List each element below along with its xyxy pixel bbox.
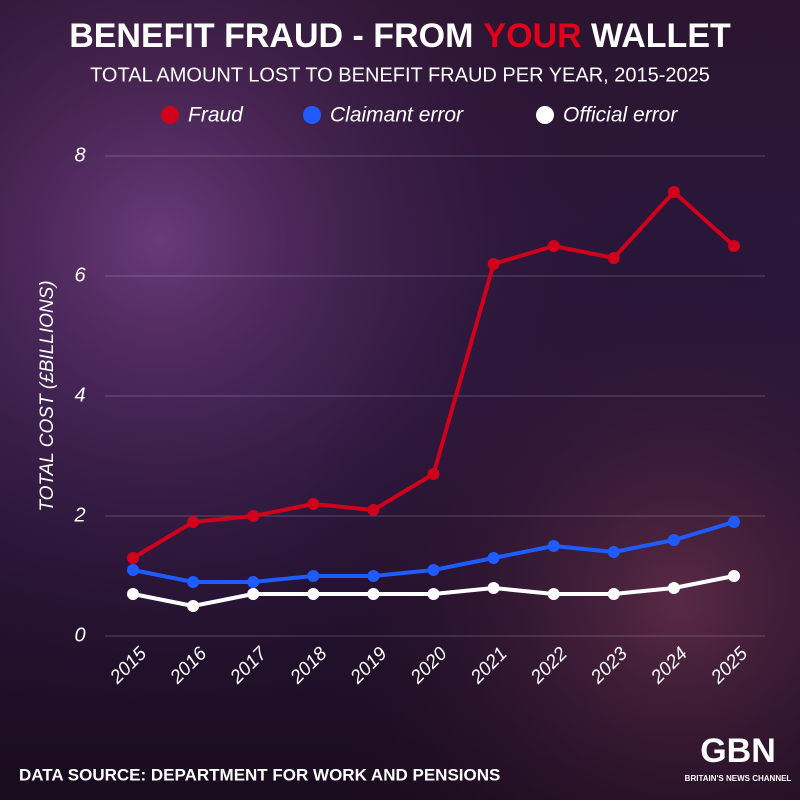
data-point xyxy=(307,570,320,582)
data-point xyxy=(127,564,139,576)
data-point xyxy=(547,588,560,600)
data-point xyxy=(427,588,440,600)
source: DATA SOURCE: DEPARTMENT FOR WORK AND PEN… xyxy=(19,765,500,784)
legend-label: Fraud xyxy=(188,104,244,127)
data-point xyxy=(728,570,740,582)
chart-title: BENEFIT FRAUD - FROM YOUR WALLET xyxy=(69,17,731,55)
data-point xyxy=(607,546,620,558)
logo-tagline: BRITAIN'S NEWS CHANNEL xyxy=(685,774,792,783)
legend-label: Claimant error xyxy=(330,104,464,127)
data-point xyxy=(427,468,440,480)
data-point xyxy=(187,576,200,588)
data-point xyxy=(187,600,200,612)
data-point xyxy=(547,240,560,252)
chart-subtitle: TOTAL AMOUNT LOST TO BENEFIT FRAUD PER Y… xyxy=(90,64,710,86)
data-point xyxy=(307,498,320,510)
data-point xyxy=(728,516,740,528)
title-part: YOUR xyxy=(483,17,581,55)
title-part: WALLET xyxy=(591,17,731,55)
data-point xyxy=(607,588,620,600)
data-point xyxy=(667,186,680,198)
y-tick-label: 6 xyxy=(74,264,86,286)
y-tick-label: 2 xyxy=(73,504,85,526)
data-point xyxy=(247,588,260,600)
data-point xyxy=(547,540,560,552)
data-point xyxy=(487,258,500,270)
data-point xyxy=(728,240,740,252)
y-tick-label: 4 xyxy=(74,384,85,406)
data-point xyxy=(487,582,500,594)
data-point xyxy=(487,552,500,564)
y-tick-label: 0 xyxy=(74,624,85,646)
legend-marker xyxy=(303,106,321,124)
data-point xyxy=(427,564,440,576)
legend-marker xyxy=(536,106,554,124)
data-point xyxy=(247,576,260,588)
data-point xyxy=(247,510,260,522)
data-point xyxy=(187,516,200,528)
data-point xyxy=(607,252,620,264)
legend-label: Official error xyxy=(563,104,678,127)
data-point xyxy=(307,588,320,600)
y-axis-label: TOTAL COST (£BILLIONS) xyxy=(37,280,58,511)
data-point xyxy=(367,504,380,516)
logo: GBN xyxy=(700,732,776,770)
data-point xyxy=(127,588,139,600)
legend-marker xyxy=(161,106,179,124)
data-point xyxy=(367,570,380,582)
data-point xyxy=(667,534,680,546)
y-tick-label: 8 xyxy=(74,144,85,166)
data-point xyxy=(367,588,380,600)
data-point xyxy=(667,582,680,594)
title-part: BENEFIT FRAUD - FROM xyxy=(69,17,473,55)
data-point xyxy=(127,552,139,564)
